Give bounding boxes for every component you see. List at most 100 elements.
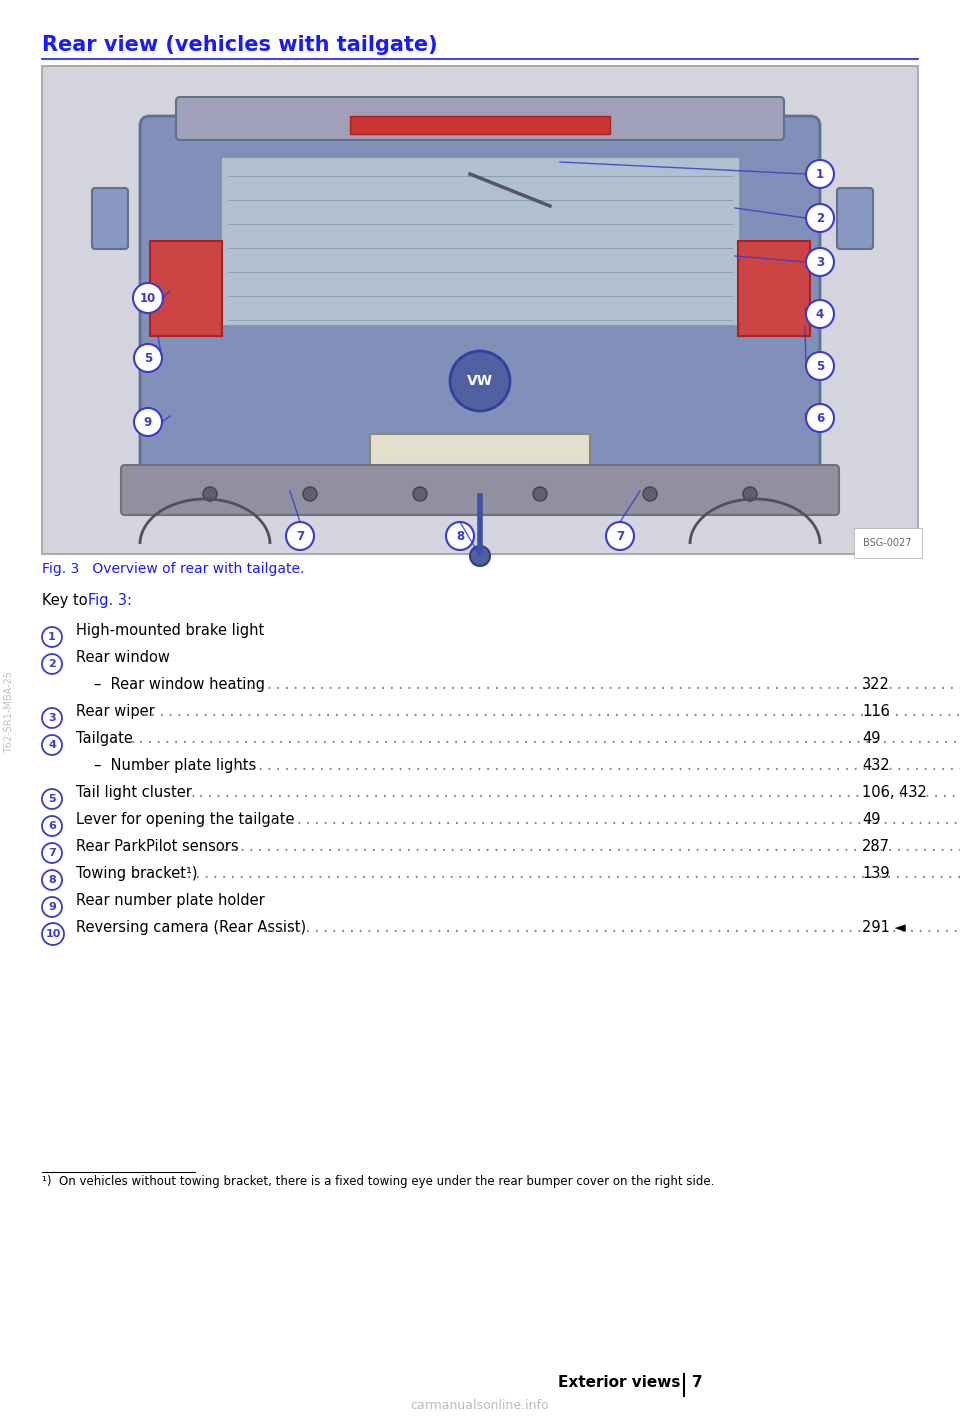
FancyBboxPatch shape: [370, 434, 590, 466]
Text: –  Number plate lights: – Number plate lights: [94, 758, 256, 773]
FancyBboxPatch shape: [837, 188, 873, 249]
FancyBboxPatch shape: [42, 66, 918, 554]
Circle shape: [42, 789, 62, 809]
Text: 4: 4: [48, 740, 56, 750]
Text: Fig. 3   Overview of rear with tailgate.: Fig. 3 Overview of rear with tailgate.: [42, 562, 304, 575]
Text: Reversing camera (Rear Assist): Reversing camera (Rear Assist): [76, 920, 306, 936]
Circle shape: [446, 523, 474, 550]
Text: 291 ◄: 291 ◄: [862, 920, 905, 936]
Circle shape: [42, 627, 62, 646]
FancyBboxPatch shape: [350, 115, 610, 134]
Text: Rear number plate holder: Rear number plate holder: [76, 893, 265, 909]
Text: 5: 5: [144, 352, 152, 365]
Text: BSG-0027: BSG-0027: [863, 538, 912, 548]
Text: 10: 10: [45, 928, 60, 938]
Circle shape: [134, 409, 162, 436]
FancyBboxPatch shape: [176, 97, 784, 140]
Circle shape: [806, 352, 834, 380]
Text: 9: 9: [144, 416, 152, 429]
Text: 1: 1: [48, 632, 56, 642]
Circle shape: [203, 487, 217, 501]
Text: ................................................................................: ........................................…: [212, 839, 960, 854]
Text: Rear view (vehicles with tailgate): Rear view (vehicles with tailgate): [42, 36, 438, 56]
Text: 49: 49: [862, 812, 880, 827]
Circle shape: [606, 523, 634, 550]
Text: 3: 3: [816, 255, 824, 269]
Text: Tailgate: Tailgate: [76, 731, 132, 746]
Text: 7: 7: [616, 530, 624, 543]
Text: ................................................................................: ........................................…: [260, 812, 960, 827]
Circle shape: [42, 923, 64, 946]
Text: Tail light cluster: Tail light cluster: [76, 785, 192, 800]
Text: Rear ParkPilot sensors: Rear ParkPilot sensors: [76, 839, 239, 854]
Text: 6: 6: [48, 822, 56, 832]
Text: T62-SR1-MBA-25: T62-SR1-MBA-25: [4, 671, 14, 753]
Circle shape: [470, 545, 490, 565]
Text: ................................................................................: ........................................…: [128, 731, 960, 746]
Circle shape: [42, 708, 62, 728]
Circle shape: [42, 654, 62, 674]
FancyBboxPatch shape: [121, 466, 839, 515]
FancyBboxPatch shape: [92, 188, 128, 249]
Circle shape: [806, 248, 834, 276]
Text: Rear wiper: Rear wiper: [76, 703, 155, 719]
Text: 4: 4: [816, 308, 824, 320]
Text: 9: 9: [48, 901, 56, 911]
Text: 3: 3: [48, 713, 56, 723]
Text: ................................................................................: ........................................…: [230, 758, 960, 773]
Circle shape: [42, 897, 62, 917]
Text: ................................................................................: ........................................…: [176, 866, 960, 881]
Circle shape: [806, 159, 834, 188]
Circle shape: [806, 404, 834, 431]
Text: –  Rear window heating: – Rear window heating: [94, 676, 265, 692]
Circle shape: [450, 350, 510, 412]
Circle shape: [643, 487, 657, 501]
Text: Towing bracket¹): Towing bracket¹): [76, 866, 198, 881]
Text: 116: 116: [862, 703, 890, 719]
Text: 8: 8: [456, 530, 464, 543]
Circle shape: [533, 487, 547, 501]
FancyBboxPatch shape: [738, 241, 810, 336]
Text: ................................................................................: ........................................…: [230, 676, 960, 692]
FancyBboxPatch shape: [150, 241, 222, 336]
Text: carmanualsonline.info: carmanualsonline.info: [411, 1398, 549, 1413]
Text: 6: 6: [816, 412, 824, 424]
FancyBboxPatch shape: [220, 157, 740, 326]
Text: High-mounted brake light: High-mounted brake light: [76, 624, 264, 638]
Text: ¹)  On vehicles without towing bracket, there is a fixed towing eye under the re: ¹) On vehicles without towing bracket, t…: [42, 1175, 714, 1188]
Text: 7: 7: [296, 530, 304, 543]
Circle shape: [134, 345, 162, 372]
Circle shape: [806, 300, 834, 328]
Text: Lever for opening the tailgate: Lever for opening the tailgate: [76, 812, 295, 827]
Circle shape: [133, 283, 163, 313]
Text: Exterior views: Exterior views: [558, 1376, 680, 1390]
Text: 5: 5: [48, 795, 56, 805]
Circle shape: [42, 735, 62, 755]
Circle shape: [42, 816, 62, 836]
Text: 432: 432: [862, 758, 890, 773]
Text: ................................................................................: ........................................…: [260, 920, 960, 936]
Circle shape: [413, 487, 427, 501]
Text: ................................................................................: ........................................…: [188, 785, 960, 800]
Circle shape: [42, 843, 62, 863]
Circle shape: [806, 204, 834, 232]
Circle shape: [303, 487, 317, 501]
Text: VW: VW: [467, 375, 493, 387]
Text: Rear window: Rear window: [76, 649, 170, 665]
Text: 7: 7: [48, 849, 56, 859]
Text: 5: 5: [816, 359, 824, 373]
Text: 322: 322: [862, 676, 890, 692]
Circle shape: [286, 523, 314, 550]
Text: 106, 432: 106, 432: [862, 785, 926, 800]
Text: 287: 287: [862, 839, 890, 854]
FancyBboxPatch shape: [418, 486, 542, 503]
Text: ................................................................................: ........................................…: [140, 703, 960, 719]
Circle shape: [42, 870, 62, 890]
Text: 1: 1: [816, 168, 824, 181]
Text: 8: 8: [48, 874, 56, 884]
FancyBboxPatch shape: [140, 115, 820, 476]
Text: 2: 2: [48, 659, 56, 669]
Text: Fig. 3:: Fig. 3:: [88, 592, 132, 608]
Circle shape: [743, 487, 757, 501]
Text: Key to: Key to: [42, 592, 92, 608]
